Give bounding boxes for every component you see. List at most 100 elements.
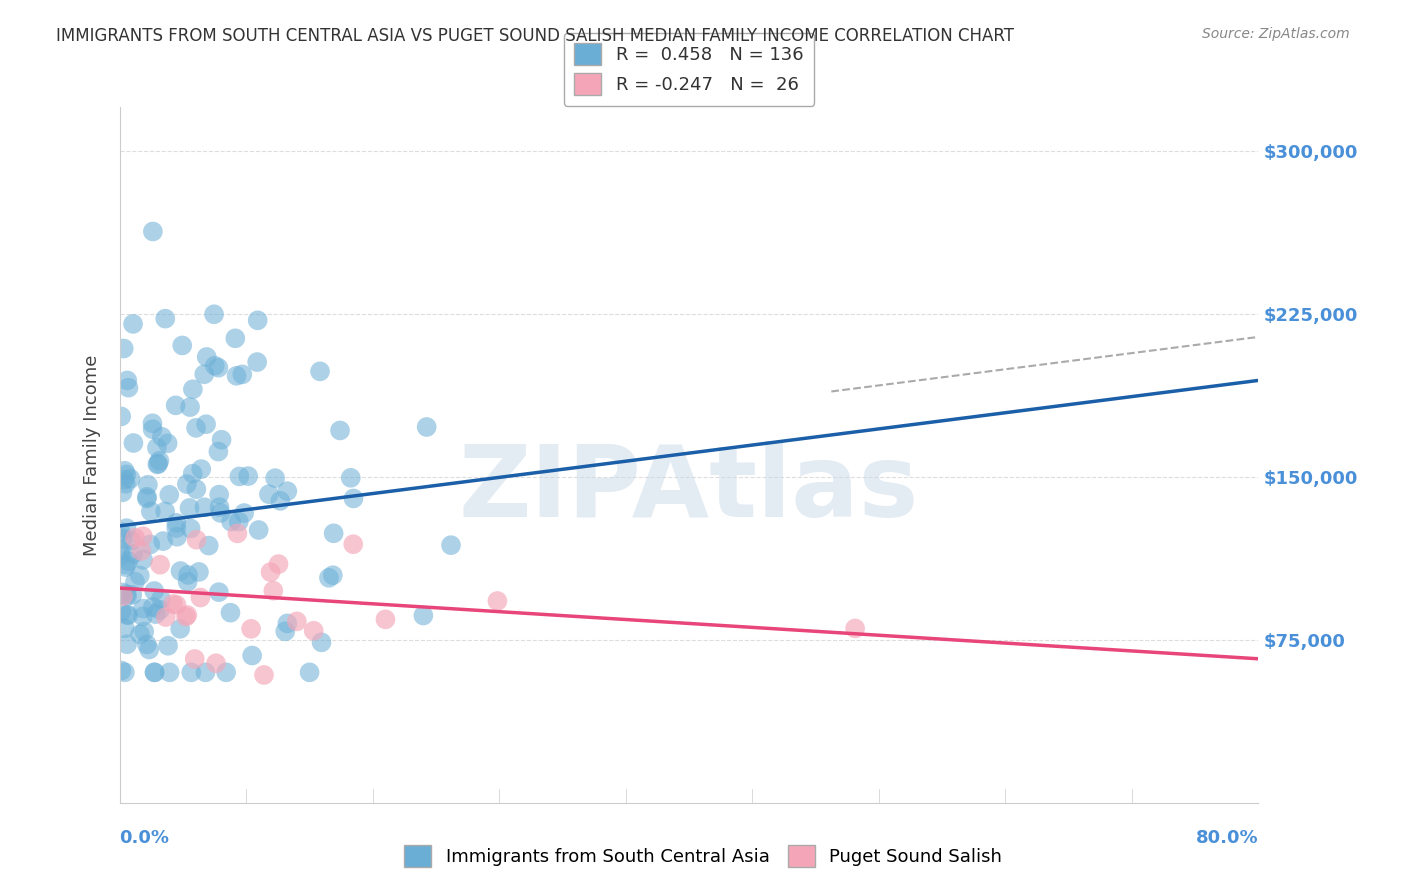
Point	[149, 603, 172, 617]
Point	[181, 382, 204, 396]
Point	[135, 491, 157, 506]
Point	[135, 637, 157, 651]
Point	[115, 637, 138, 651]
Point	[124, 574, 146, 589]
Point	[207, 360, 229, 375]
Point	[193, 500, 215, 515]
Point	[202, 307, 225, 321]
Point	[153, 504, 176, 518]
Point	[193, 368, 215, 382]
Point	[176, 477, 198, 491]
Point	[228, 469, 250, 483]
Point	[184, 421, 207, 435]
Point	[309, 364, 332, 378]
Point	[142, 599, 165, 614]
Point	[246, 355, 269, 369]
Point	[128, 568, 150, 582]
Point	[208, 487, 231, 501]
Point	[134, 624, 156, 639]
Point	[155, 311, 177, 326]
Point	[194, 665, 217, 680]
Point	[262, 583, 284, 598]
Point	[146, 458, 169, 472]
Point	[179, 500, 201, 515]
Point	[190, 462, 212, 476]
Point	[114, 464, 136, 478]
Point	[209, 506, 232, 520]
Point	[157, 639, 180, 653]
Point	[276, 616, 298, 631]
Point	[162, 597, 184, 611]
Point	[246, 313, 269, 327]
Point	[111, 485, 134, 500]
Point	[120, 472, 142, 486]
Point	[122, 317, 145, 331]
Point	[219, 606, 242, 620]
Point	[180, 521, 202, 535]
Point	[318, 571, 340, 585]
Point	[115, 589, 138, 603]
Point	[322, 526, 344, 541]
Point	[215, 665, 238, 680]
Point	[264, 471, 287, 485]
Point	[132, 553, 155, 567]
Point	[117, 608, 139, 623]
Point	[129, 627, 152, 641]
Point	[322, 568, 344, 582]
Legend: R =  0.458   N = 136, R = -0.247   N =  26: R = 0.458 N = 136, R = -0.247 N = 26	[564, 33, 814, 105]
Point	[176, 574, 198, 589]
Point	[276, 484, 298, 499]
Point	[177, 568, 200, 582]
Point	[342, 491, 364, 506]
Y-axis label: Median Family Income: Median Family Income	[83, 354, 101, 556]
Point	[157, 488, 180, 502]
Point	[139, 504, 162, 518]
Point	[231, 368, 253, 382]
Point	[374, 612, 396, 626]
Point	[149, 591, 172, 606]
Point	[149, 558, 172, 572]
Point	[139, 537, 162, 551]
Legend: Immigrants from South Central Asia, Puget Sound Salish: Immigrants from South Central Asia, Puge…	[396, 838, 1010, 874]
Point	[142, 422, 165, 436]
Point	[110, 664, 132, 678]
Point	[211, 433, 233, 447]
Point	[138, 642, 160, 657]
Point	[111, 589, 134, 603]
Point	[143, 665, 166, 680]
Point	[114, 473, 136, 487]
Point	[112, 342, 135, 356]
Point	[169, 564, 191, 578]
Point	[224, 331, 246, 345]
Point	[111, 585, 134, 599]
Point	[165, 521, 187, 535]
Point	[342, 537, 364, 551]
Point	[440, 538, 463, 552]
Point	[253, 668, 276, 682]
Point	[240, 622, 263, 636]
Point	[136, 477, 159, 491]
Point	[228, 515, 250, 529]
Point	[208, 585, 231, 599]
Point	[180, 665, 202, 680]
Point	[195, 417, 218, 432]
Point	[165, 398, 187, 412]
Point	[225, 368, 247, 383]
Point	[117, 381, 139, 395]
Point	[121, 588, 143, 602]
Point	[124, 531, 146, 545]
Text: 80.0%: 80.0%	[1195, 829, 1258, 847]
Point	[257, 487, 280, 501]
Point	[143, 665, 166, 680]
Point	[117, 373, 139, 387]
Point	[122, 436, 145, 450]
Point	[207, 444, 229, 458]
Point	[110, 549, 132, 563]
Point	[240, 648, 263, 663]
Point	[190, 591, 212, 605]
Point	[205, 657, 228, 671]
Point	[267, 557, 290, 571]
Point	[115, 521, 138, 535]
Text: Source: ZipAtlas.com: Source: ZipAtlas.com	[1202, 27, 1350, 41]
Point	[146, 441, 169, 455]
